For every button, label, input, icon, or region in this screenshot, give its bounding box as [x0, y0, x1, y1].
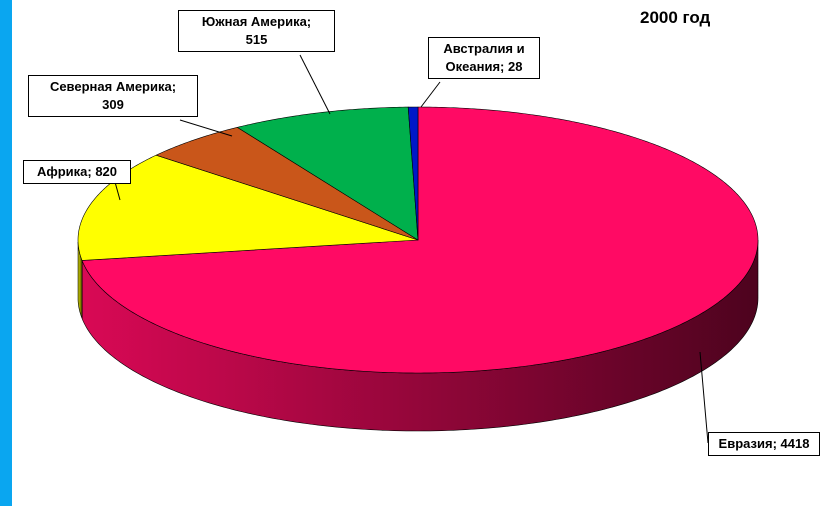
leader-line	[299, 54, 331, 115]
leader-line	[699, 351, 709, 444]
data-label: Евразия; 4418	[708, 432, 820, 456]
chart-title: 2000 год	[640, 8, 711, 27]
data-label: Южная Америка; 515	[178, 10, 335, 52]
leader-line	[420, 81, 441, 108]
data-label: Африка; 820	[23, 160, 131, 184]
data-label: Северная Америка; 309	[28, 75, 198, 117]
leader-line	[179, 119, 233, 137]
leader-line	[114, 181, 121, 201]
data-label: Австралия и Океания; 28	[428, 37, 540, 79]
slice	[236, 106, 419, 241]
slice	[407, 106, 419, 241]
side-strip	[0, 0, 12, 506]
slice	[155, 127, 419, 241]
slice	[81, 106, 759, 374]
